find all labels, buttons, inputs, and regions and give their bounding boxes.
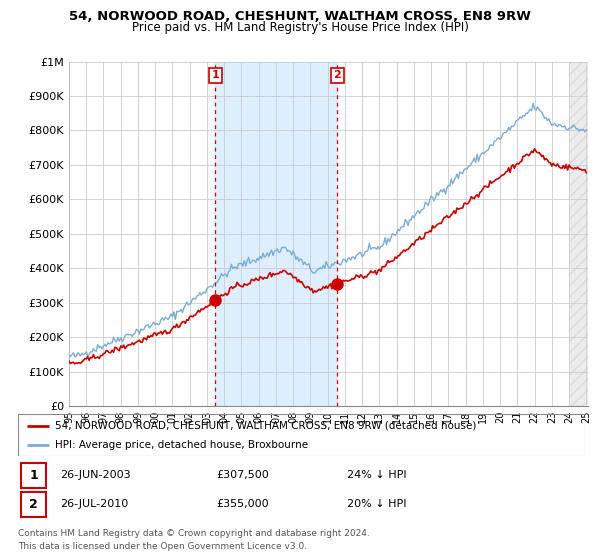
Bar bbox=[569, 62, 588, 406]
Bar bbox=[569, 62, 588, 406]
Text: 20% ↓ HPI: 20% ↓ HPI bbox=[347, 500, 406, 509]
Text: Contains HM Land Registry data © Crown copyright and database right 2024.: Contains HM Land Registry data © Crown c… bbox=[18, 529, 370, 538]
Text: 26-JUN-2003: 26-JUN-2003 bbox=[61, 470, 131, 480]
Text: 24% ↓ HPI: 24% ↓ HPI bbox=[347, 470, 406, 480]
Text: 2: 2 bbox=[29, 498, 38, 511]
Text: £307,500: £307,500 bbox=[217, 470, 269, 480]
Text: 26-JUL-2010: 26-JUL-2010 bbox=[61, 500, 129, 509]
Text: Price paid vs. HM Land Registry's House Price Index (HPI): Price paid vs. HM Land Registry's House … bbox=[131, 21, 469, 34]
Bar bbox=[21, 492, 46, 516]
Text: 2: 2 bbox=[334, 71, 341, 81]
Text: 54, NORWOOD ROAD, CHESHUNT, WALTHAM CROSS, EN8 9RW: 54, NORWOOD ROAD, CHESHUNT, WALTHAM CROS… bbox=[69, 10, 531, 23]
Text: £355,000: £355,000 bbox=[217, 500, 269, 509]
Bar bbox=[215, 62, 337, 406]
Text: 1: 1 bbox=[29, 469, 38, 482]
Text: 54, NORWOOD ROAD, CHESHUNT, WALTHAM CROSS, EN8 9RW (detached house): 54, NORWOOD ROAD, CHESHUNT, WALTHAM CROS… bbox=[55, 421, 476, 431]
Text: 1: 1 bbox=[211, 71, 219, 81]
Bar bbox=[21, 463, 46, 488]
Text: This data is licensed under the Open Government Licence v3.0.: This data is licensed under the Open Gov… bbox=[18, 542, 307, 551]
Text: HPI: Average price, detached house, Broxbourne: HPI: Average price, detached house, Brox… bbox=[55, 440, 308, 450]
